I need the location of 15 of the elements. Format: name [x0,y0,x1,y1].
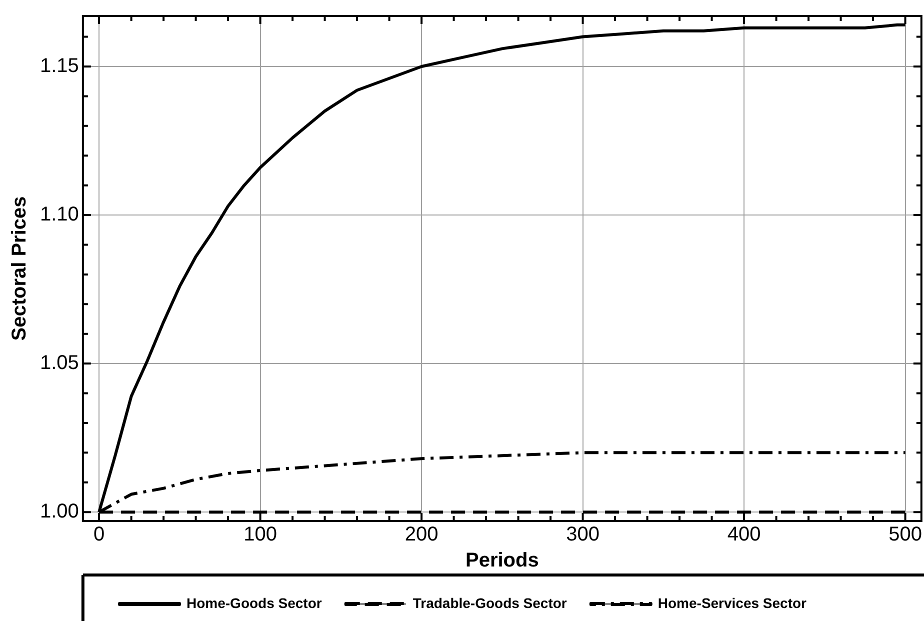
y-tick-label: 1.10 [40,204,79,226]
x-tick-label: 400 [727,524,761,546]
x-tick-label: 500 [888,524,922,546]
y-tick-label: 1.00 [40,500,79,523]
y-tick-label: 1.15 [40,55,79,78]
x-tick-label: 0 [93,524,105,546]
legend-label: Home-Goods Sector [186,594,322,611]
legend-label: Tradable-Goods Sector [412,594,568,611]
x-tick-label: 200 [404,524,438,546]
legend-label: Home-Services Sector [658,594,808,611]
y-tick-label: 1.05 [40,352,79,374]
y-axis-title: Sectoral Prices [8,196,31,341]
x-tick-label: 300 [566,524,600,546]
x-tick-label: 100 [244,524,277,546]
x-axis-title: Periods [465,550,539,572]
